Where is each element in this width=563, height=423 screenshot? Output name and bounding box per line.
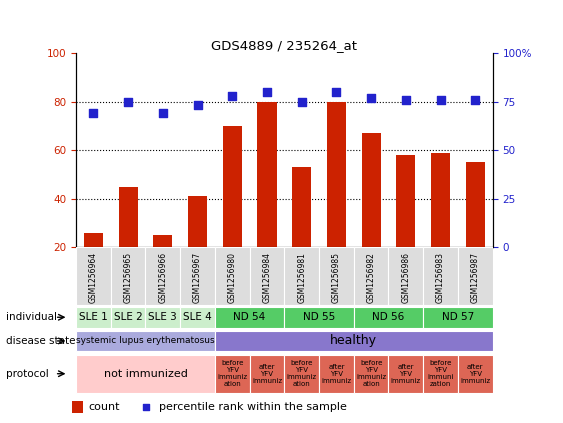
FancyBboxPatch shape xyxy=(284,307,354,327)
Bar xyxy=(257,102,276,247)
FancyBboxPatch shape xyxy=(111,247,145,305)
Bar xyxy=(153,235,172,247)
Text: SLE 2: SLE 2 xyxy=(114,312,142,322)
Point xyxy=(367,94,376,101)
FancyBboxPatch shape xyxy=(215,247,249,305)
Text: GSM1256986: GSM1256986 xyxy=(401,252,410,303)
FancyBboxPatch shape xyxy=(423,307,493,327)
Text: SLE 1: SLE 1 xyxy=(79,312,108,322)
Text: ND 55: ND 55 xyxy=(303,312,335,322)
Text: after
YFV
immuniz: after YFV immuniz xyxy=(391,364,421,384)
Text: protocol: protocol xyxy=(6,369,49,379)
FancyBboxPatch shape xyxy=(354,247,388,305)
Point xyxy=(89,110,98,117)
Bar xyxy=(396,155,415,247)
Text: count: count xyxy=(88,402,119,412)
Point xyxy=(401,96,410,103)
FancyBboxPatch shape xyxy=(76,331,215,351)
Text: GSM1256965: GSM1256965 xyxy=(124,252,132,303)
Text: percentile rank within the sample: percentile rank within the sample xyxy=(159,402,347,412)
FancyBboxPatch shape xyxy=(458,355,493,393)
Bar xyxy=(292,167,311,247)
Text: disease state: disease state xyxy=(6,336,75,346)
FancyBboxPatch shape xyxy=(215,355,249,393)
Title: GDS4889 / 235264_at: GDS4889 / 235264_at xyxy=(211,39,358,52)
Text: not immunized: not immunized xyxy=(104,369,187,379)
Point xyxy=(142,404,151,410)
Point xyxy=(158,110,167,117)
Text: before
YFV
immuni
zation: before YFV immuni zation xyxy=(427,360,454,387)
Point xyxy=(124,98,133,105)
FancyBboxPatch shape xyxy=(388,355,423,393)
Bar xyxy=(361,133,381,247)
FancyBboxPatch shape xyxy=(145,307,180,327)
Text: before
YFV
immuniz
ation: before YFV immuniz ation xyxy=(287,360,317,387)
Text: healthy: healthy xyxy=(330,335,377,347)
Text: GSM1256967: GSM1256967 xyxy=(193,252,202,303)
FancyBboxPatch shape xyxy=(284,355,319,393)
Text: GSM1256984: GSM1256984 xyxy=(262,252,271,303)
Bar xyxy=(84,233,103,247)
FancyBboxPatch shape xyxy=(215,307,284,327)
FancyBboxPatch shape xyxy=(319,355,354,393)
FancyBboxPatch shape xyxy=(76,307,111,327)
Text: SLE 4: SLE 4 xyxy=(183,312,212,322)
FancyBboxPatch shape xyxy=(249,355,284,393)
Text: ND 56: ND 56 xyxy=(372,312,405,322)
Text: after
YFV
immuniz: after YFV immuniz xyxy=(252,364,282,384)
FancyBboxPatch shape xyxy=(423,355,458,393)
Text: after
YFV
immuniz: after YFV immuniz xyxy=(460,364,490,384)
FancyBboxPatch shape xyxy=(249,247,284,305)
Text: GSM1256982: GSM1256982 xyxy=(367,252,376,303)
Text: ND 54: ND 54 xyxy=(234,312,266,322)
Text: GSM1256983: GSM1256983 xyxy=(436,252,445,303)
Bar xyxy=(119,187,137,247)
FancyBboxPatch shape xyxy=(180,247,215,305)
FancyBboxPatch shape xyxy=(145,247,180,305)
Point xyxy=(436,96,445,103)
Text: before
YFV
immuniz
ation: before YFV immuniz ation xyxy=(217,360,247,387)
FancyBboxPatch shape xyxy=(284,247,319,305)
FancyBboxPatch shape xyxy=(423,247,458,305)
Bar xyxy=(327,102,346,247)
FancyBboxPatch shape xyxy=(354,307,423,327)
FancyBboxPatch shape xyxy=(76,247,111,305)
FancyBboxPatch shape xyxy=(354,355,388,393)
Point xyxy=(193,102,202,109)
FancyBboxPatch shape xyxy=(319,247,354,305)
FancyBboxPatch shape xyxy=(76,355,215,393)
Bar xyxy=(188,196,207,247)
Text: individual: individual xyxy=(6,312,57,322)
Point xyxy=(332,88,341,95)
Text: GSM1256985: GSM1256985 xyxy=(332,252,341,303)
FancyBboxPatch shape xyxy=(180,307,215,327)
Text: systemic lupus erythematosus: systemic lupus erythematosus xyxy=(76,336,215,346)
Text: before
YFV
immuniz
ation: before YFV immuniz ation xyxy=(356,360,386,387)
Text: ND 57: ND 57 xyxy=(442,312,474,322)
Text: after
YFV
immuniz: after YFV immuniz xyxy=(321,364,351,384)
FancyBboxPatch shape xyxy=(388,247,423,305)
Point xyxy=(262,88,271,95)
Point xyxy=(227,92,237,99)
FancyBboxPatch shape xyxy=(458,247,493,305)
Text: GSM1256981: GSM1256981 xyxy=(297,252,306,303)
Bar xyxy=(431,153,450,247)
Bar xyxy=(223,126,242,247)
Point xyxy=(471,96,480,103)
Bar xyxy=(466,162,485,247)
Bar xyxy=(73,401,83,413)
Point xyxy=(297,98,306,105)
Text: GSM1256987: GSM1256987 xyxy=(471,252,480,303)
Text: GSM1256966: GSM1256966 xyxy=(158,252,167,303)
Text: SLE 3: SLE 3 xyxy=(149,312,177,322)
Text: GSM1256980: GSM1256980 xyxy=(228,252,236,303)
FancyBboxPatch shape xyxy=(215,331,493,351)
FancyBboxPatch shape xyxy=(111,307,145,327)
Text: GSM1256964: GSM1256964 xyxy=(89,252,98,303)
